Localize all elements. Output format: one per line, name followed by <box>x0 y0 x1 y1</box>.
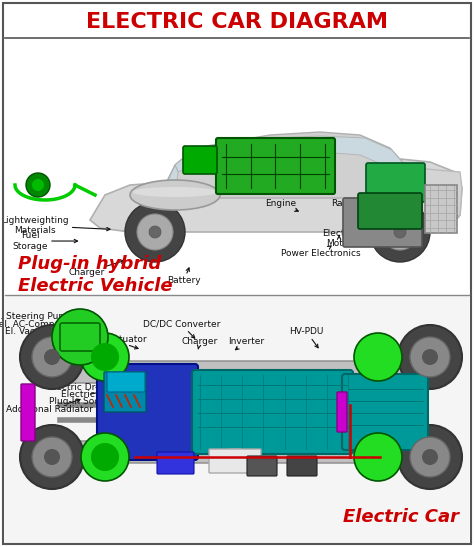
Polygon shape <box>395 165 462 220</box>
FancyBboxPatch shape <box>60 323 100 351</box>
FancyBboxPatch shape <box>287 456 317 476</box>
Circle shape <box>32 179 44 191</box>
Circle shape <box>26 173 50 197</box>
Circle shape <box>410 337 450 377</box>
FancyBboxPatch shape <box>425 185 457 233</box>
Circle shape <box>370 202 430 262</box>
Polygon shape <box>175 136 405 172</box>
FancyBboxPatch shape <box>21 384 35 441</box>
FancyBboxPatch shape <box>183 146 217 174</box>
Text: Charger: Charger <box>182 336 218 349</box>
Text: Lightweighting
Materials: Lightweighting Materials <box>1 216 110 235</box>
Circle shape <box>354 333 402 381</box>
Text: Power Electronics: Power Electronics <box>281 246 360 258</box>
Text: Electric Drive Motor: Electric Drive Motor <box>48 383 138 392</box>
FancyBboxPatch shape <box>107 372 145 392</box>
Text: Electric Fan: Electric Fan <box>62 390 114 399</box>
Circle shape <box>398 425 462 489</box>
Circle shape <box>354 433 402 481</box>
Polygon shape <box>160 132 415 198</box>
Circle shape <box>422 349 438 365</box>
FancyBboxPatch shape <box>56 441 420 463</box>
Circle shape <box>52 309 108 365</box>
Text: Clutch Actuator: Clutch Actuator <box>76 335 147 349</box>
Circle shape <box>20 325 84 389</box>
Text: Fuel
Storage: Fuel Storage <box>13 231 78 251</box>
Text: Battery: Battery <box>167 268 201 286</box>
Circle shape <box>137 214 173 250</box>
Circle shape <box>44 349 60 365</box>
Text: Additional Radiator: Additional Radiator <box>6 399 92 414</box>
Text: HV - Battery: HV - Battery <box>339 398 395 415</box>
Text: Electric Car: Electric Car <box>343 508 459 526</box>
Circle shape <box>81 433 129 481</box>
Text: El. Steering Pump: El. Steering Pump <box>0 312 78 327</box>
Text: HV el. AC-Compressor: HV el. AC-Compressor <box>0 320 82 334</box>
Text: HV-PDU: HV-PDU <box>290 327 324 348</box>
FancyBboxPatch shape <box>157 452 194 474</box>
FancyBboxPatch shape <box>343 198 422 247</box>
Text: ELECTRIC CAR DIAGRAM: ELECTRIC CAR DIAGRAM <box>86 12 388 32</box>
Circle shape <box>44 449 60 465</box>
FancyBboxPatch shape <box>56 361 420 383</box>
Circle shape <box>382 214 418 250</box>
Ellipse shape <box>210 449 260 471</box>
Circle shape <box>91 443 119 471</box>
FancyBboxPatch shape <box>366 163 425 202</box>
Text: Charger: Charger <box>68 260 124 277</box>
Text: Electric
Motor: Electric Motor <box>322 229 356 248</box>
Circle shape <box>394 226 406 238</box>
Text: DC/DC Converter: DC/DC Converter <box>143 320 220 338</box>
Circle shape <box>398 325 462 389</box>
Bar <box>5 295 469 544</box>
FancyBboxPatch shape <box>192 370 353 454</box>
Circle shape <box>32 437 72 477</box>
FancyBboxPatch shape <box>358 193 422 229</box>
Text: Inverter: Inverter <box>228 336 264 350</box>
Circle shape <box>422 449 438 465</box>
Text: Radiator: Radiator <box>331 199 370 212</box>
Text: HV - Harness: HV - Harness <box>175 394 234 415</box>
Polygon shape <box>90 155 462 232</box>
FancyBboxPatch shape <box>209 449 261 473</box>
FancyBboxPatch shape <box>342 374 428 450</box>
Ellipse shape <box>130 180 220 210</box>
FancyBboxPatch shape <box>247 456 277 476</box>
FancyBboxPatch shape <box>216 138 335 194</box>
Ellipse shape <box>133 187 218 197</box>
Text: Plug-In Socket: Plug-In Socket <box>49 395 114 406</box>
Polygon shape <box>162 165 178 196</box>
Circle shape <box>410 437 450 477</box>
Circle shape <box>32 337 72 377</box>
Circle shape <box>91 343 119 371</box>
FancyBboxPatch shape <box>104 372 146 412</box>
Text: Engine: Engine <box>265 199 298 211</box>
Circle shape <box>81 333 129 381</box>
Circle shape <box>125 202 185 262</box>
FancyBboxPatch shape <box>97 364 198 460</box>
Text: Plug-in hybrid
Electric Vehicle: Plug-in hybrid Electric Vehicle <box>18 255 173 295</box>
Bar <box>5 38 469 295</box>
FancyBboxPatch shape <box>337 392 347 432</box>
Circle shape <box>149 226 161 238</box>
Circle shape <box>20 425 84 489</box>
Text: El. Vacuum Pump: El. Vacuum Pump <box>5 327 91 342</box>
